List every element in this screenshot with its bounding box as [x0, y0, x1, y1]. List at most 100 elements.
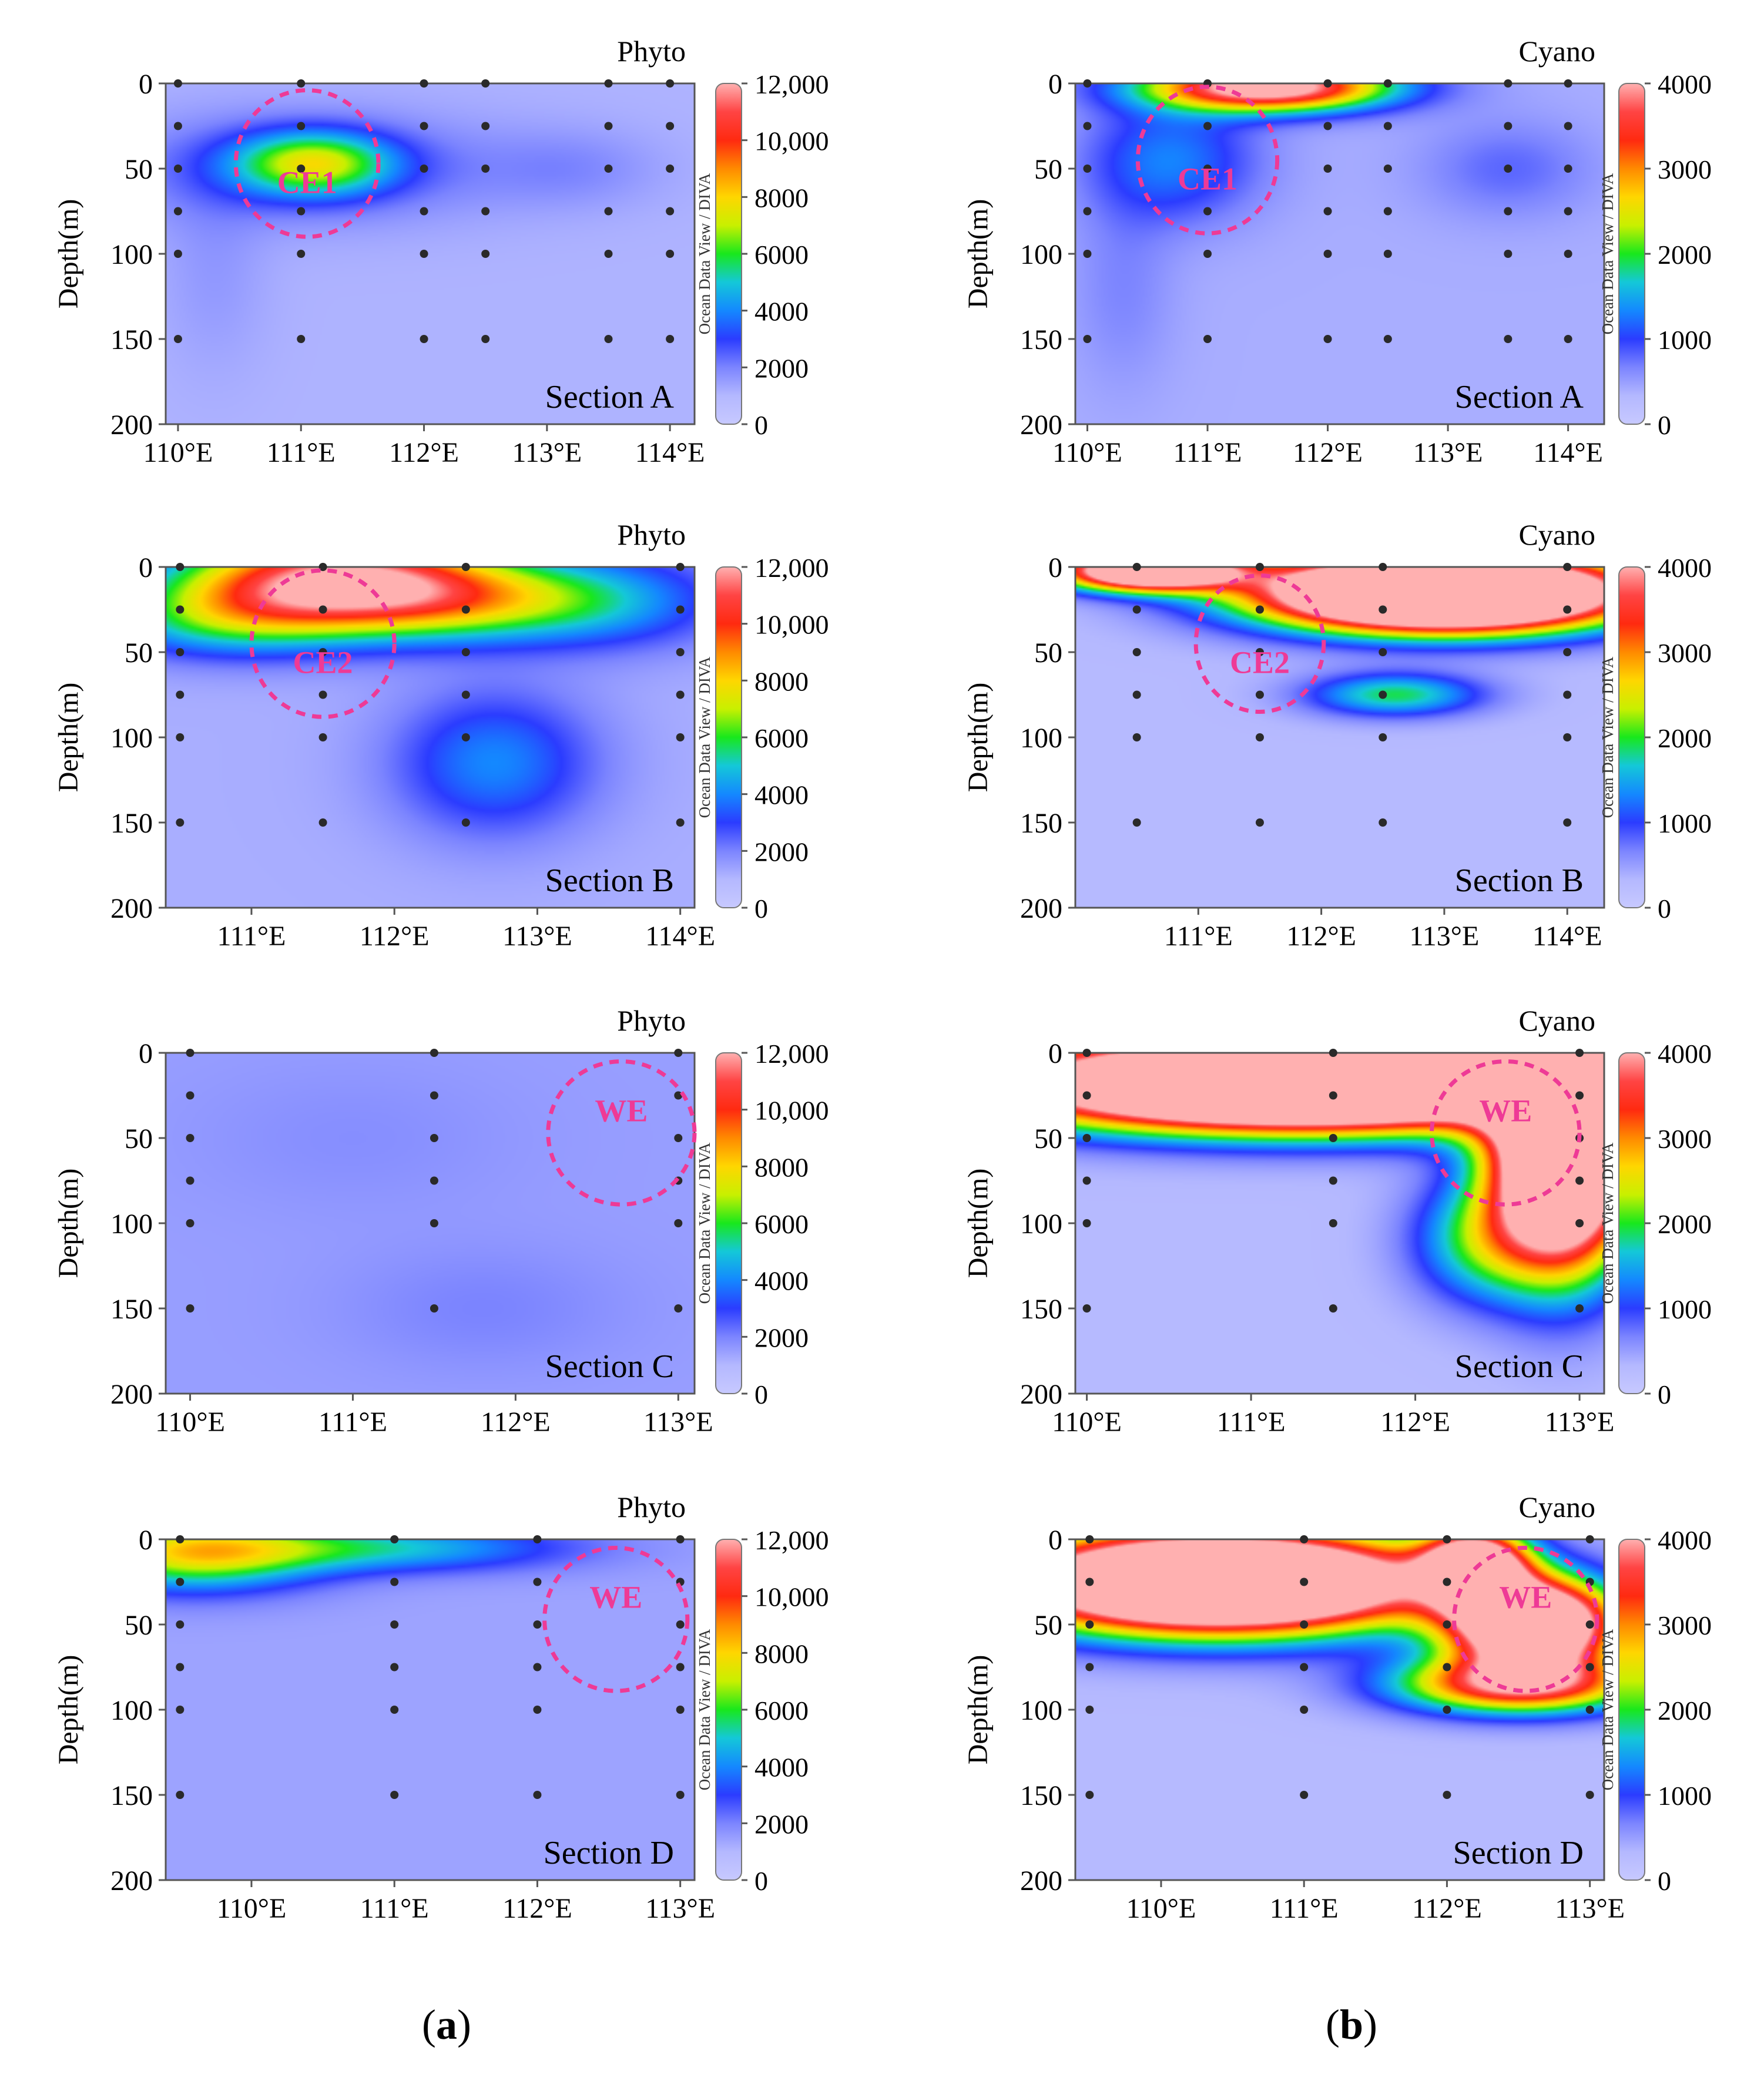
heatmap-field: [1075, 83, 1604, 424]
y-axis-label: Depth(m): [53, 683, 84, 793]
station-point: [1085, 1663, 1094, 1672]
station-point: [533, 1706, 542, 1714]
y-tick-label: 50: [1034, 154, 1062, 185]
y-tick-label: 50: [125, 1123, 153, 1154]
colorbar: [715, 83, 742, 425]
station-point: [461, 648, 470, 656]
station-point: [297, 207, 306, 216]
colorbar-tick-label: 4000: [1658, 1525, 1712, 1555]
x-tick-label: 114°E: [1533, 437, 1603, 468]
colorbar-tick-label: 1000: [1658, 1781, 1712, 1811]
x-tick-label: 112°E: [1412, 1893, 1482, 1924]
station-point: [297, 122, 306, 130]
station-point: [1383, 207, 1392, 216]
station-point: [1203, 250, 1212, 258]
station-point: [390, 1578, 399, 1586]
panel-title: Cyano: [1518, 1004, 1595, 1037]
station-point: [1323, 79, 1332, 88]
y-tick-label: 50: [1034, 1610, 1062, 1641]
station-point: [186, 1304, 194, 1313]
caption-b: (b): [1325, 2001, 1377, 2048]
station-point: [176, 563, 185, 571]
y-tick-label: 200: [110, 410, 153, 441]
x-tick-label: 112°E: [1286, 921, 1356, 952]
panel-cyano-A: CE1 Cyano Section A Depth(m) 0 50 100 150 200110…: [963, 35, 1712, 468]
station-point: [1575, 1091, 1584, 1100]
panel-cyano-B: CE2 Cyano Section B Depth(m) 0 50 100 150 200 111…: [963, 518, 1712, 952]
y-tick-label: 200: [1020, 1379, 1062, 1410]
station-point: [1329, 1304, 1337, 1313]
station-point: [1329, 1134, 1337, 1142]
station-point: [1323, 250, 1332, 258]
station-point: [1575, 1176, 1584, 1185]
station-point: [1132, 648, 1141, 656]
station-point: [676, 1535, 685, 1543]
y-tick-label: 0: [139, 1525, 153, 1556]
station-point: [430, 1219, 438, 1227]
station-point: [1383, 250, 1392, 258]
station-point: [1563, 690, 1572, 699]
station-point: [390, 1535, 399, 1543]
colorbar-tick-label: 4000: [1658, 553, 1712, 583]
station-point: [1300, 1791, 1309, 1799]
x-tick-label: 113°E: [645, 1893, 715, 1924]
station-point: [1085, 1535, 1094, 1543]
colorbar-label: Ocean Data View / DIVA: [1599, 1629, 1617, 1790]
y-tick-label: 150: [1020, 1294, 1062, 1325]
station-point: [666, 335, 675, 343]
panel-title: Phyto: [617, 1491, 686, 1523]
station-point: [186, 1219, 194, 1227]
station-point: [390, 1620, 399, 1629]
panel-title: Cyano: [1518, 518, 1595, 551]
colorbar-tick-label: 0: [1658, 1866, 1671, 1896]
station-point: [461, 818, 470, 827]
station-point: [1082, 1134, 1091, 1142]
station-point: [420, 250, 428, 258]
station-point: [1082, 1091, 1091, 1100]
panel-title: Cyano: [1518, 35, 1595, 68]
station-point: [176, 648, 185, 656]
panel-title: Phyto: [617, 518, 686, 551]
colorbar: [1618, 1052, 1645, 1394]
station-point: [1443, 1791, 1451, 1799]
station-point: [420, 79, 428, 88]
y-axis-label: Depth(m): [963, 1169, 994, 1278]
eddy-circle: [542, 1546, 690, 1693]
panel-title: Cyano: [1518, 1491, 1595, 1523]
colorbar-tick-label: 1000: [1658, 325, 1712, 355]
y-tick-label: 150: [110, 324, 153, 355]
panel-title: Phyto: [617, 1004, 686, 1037]
station-point: [1443, 1663, 1451, 1672]
station-point: [533, 1535, 542, 1543]
station-point: [430, 1176, 438, 1185]
station-point: [176, 1791, 185, 1799]
station-point: [666, 165, 675, 173]
colorbar-tick-label: 8000: [754, 183, 809, 213]
colorbar-label: Ocean Data View / DIVA: [1599, 656, 1617, 818]
station-point: [1323, 335, 1332, 343]
colorbar-tick-label: 10,000: [754, 1096, 829, 1126]
station-point: [1504, 335, 1513, 343]
station-point: [173, 207, 182, 216]
x-tick-label: 111°E: [1217, 1407, 1286, 1438]
section-label: Section A: [545, 379, 675, 415]
eddy-label: WE: [1499, 1579, 1552, 1615]
station-point: [481, 122, 490, 130]
y-tick-label: 0: [139, 1038, 153, 1069]
eddy-label: WE: [595, 1093, 648, 1128]
station-point: [1300, 1663, 1309, 1672]
heatmap-field: [1075, 567, 1604, 908]
station-point: [1585, 1620, 1594, 1629]
station-point: [666, 250, 675, 258]
colorbar-tick-label: 0: [754, 894, 768, 924]
station-point: [1383, 79, 1392, 88]
station-point: [676, 1620, 685, 1629]
colorbar-tick-label: 4000: [754, 1266, 809, 1296]
y-tick-label: 200: [110, 1379, 153, 1410]
station-point: [676, 818, 685, 827]
station-point: [1203, 122, 1212, 130]
x-tick-label: 112°E: [1293, 437, 1363, 468]
station-point: [297, 250, 306, 258]
station-point: [481, 250, 490, 258]
eddy-circle: [546, 1059, 697, 1207]
